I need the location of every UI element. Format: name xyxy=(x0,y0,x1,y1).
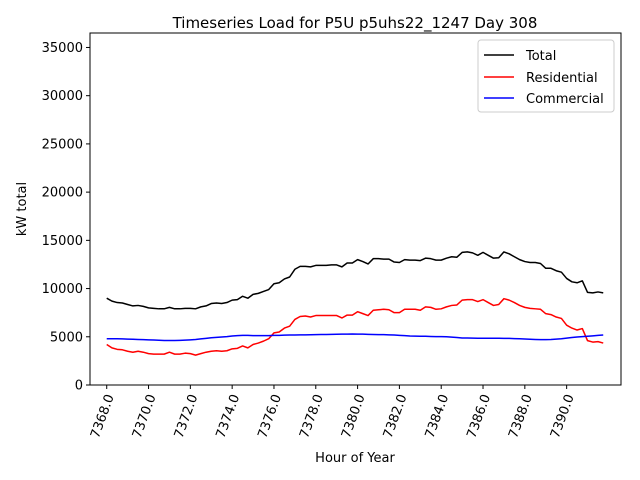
legend-label-residential: Residential xyxy=(526,71,598,86)
legend-label-commercial: Commercial xyxy=(526,92,604,107)
series-line-residential xyxy=(106,297,604,356)
y-tick-label: 35000 xyxy=(42,41,83,56)
chart-title: Timeseries Load for P5U p5uhs22_1247 Day… xyxy=(172,14,538,33)
axes-layer xyxy=(89,32,622,386)
y-tick-label: 20000 xyxy=(42,186,83,201)
plot-frame xyxy=(89,32,622,386)
series-line-total xyxy=(106,251,604,310)
legend-label-total: Total xyxy=(525,49,556,64)
series-line-commercial xyxy=(106,333,604,342)
series-layer xyxy=(106,251,604,356)
y-tick-label: 0 xyxy=(75,379,83,394)
y-tick-label: 25000 xyxy=(42,137,83,152)
legend: Total Residential Commercial xyxy=(477,39,615,113)
y-tick-label: 10000 xyxy=(42,282,83,297)
legend-box xyxy=(477,39,615,113)
y-axis-label: kW total xyxy=(15,182,30,236)
y-axis: 0 5000 10000 15000 20000 25000 30000 35000 xyxy=(42,41,90,394)
y-tick-label: 15000 xyxy=(42,234,83,249)
y-tick-label: 5000 xyxy=(50,330,83,345)
x-axis-label: Hour of Year xyxy=(315,451,395,466)
y-tick-label: 30000 xyxy=(42,89,83,104)
